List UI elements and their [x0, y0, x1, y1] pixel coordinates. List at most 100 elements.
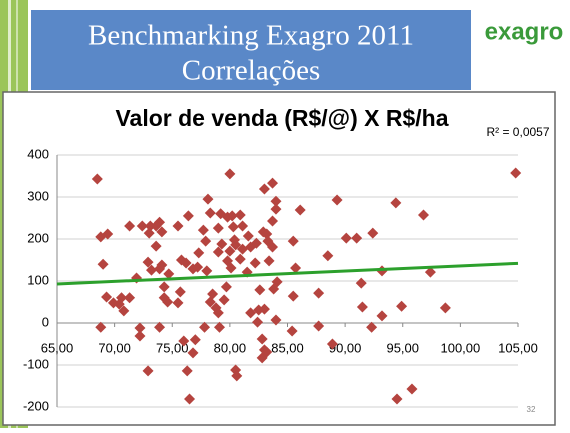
point — [250, 237, 262, 249]
y-tick-label: -100 — [23, 356, 49, 371]
point — [270, 203, 282, 215]
point — [271, 276, 283, 288]
point — [258, 303, 270, 315]
point — [184, 393, 196, 405]
point — [118, 305, 130, 317]
point — [355, 277, 367, 289]
point — [146, 264, 158, 276]
point — [294, 204, 306, 216]
point — [270, 195, 282, 207]
point — [391, 393, 403, 405]
point — [366, 321, 378, 333]
point — [376, 310, 388, 322]
point — [218, 294, 230, 306]
point — [267, 241, 279, 253]
point — [225, 262, 237, 274]
point — [189, 334, 201, 346]
title-box — [31, 10, 471, 90]
point — [192, 261, 204, 273]
point — [197, 224, 209, 236]
point — [95, 321, 107, 333]
point — [263, 255, 275, 267]
point — [424, 266, 436, 278]
y-tick-label: 400 — [27, 146, 49, 161]
point — [124, 292, 136, 304]
point — [224, 245, 236, 257]
point — [162, 296, 174, 308]
point — [290, 262, 302, 274]
x-tick-label: 105,00 — [498, 340, 538, 355]
point — [154, 216, 166, 228]
point — [134, 330, 146, 342]
x-tick-label: 65,00 — [41, 340, 74, 355]
point — [180, 257, 192, 269]
point — [212, 222, 224, 234]
point — [261, 346, 273, 358]
x-tick-label: 85,00 — [271, 340, 304, 355]
point — [181, 365, 193, 377]
point — [172, 220, 184, 232]
point — [220, 281, 232, 293]
chart-title: Valor de venda (R$/@) X R$/ha — [115, 105, 448, 131]
point — [187, 347, 199, 359]
slide-title: Correlações — [182, 55, 321, 87]
point — [245, 307, 257, 319]
y-tick-label: 300 — [27, 188, 49, 203]
point — [390, 197, 402, 209]
point — [226, 210, 238, 222]
point — [156, 259, 168, 271]
point — [267, 215, 279, 227]
point — [200, 235, 212, 247]
point — [97, 258, 109, 270]
point — [178, 335, 190, 347]
point — [163, 268, 175, 280]
point — [116, 292, 128, 304]
point — [313, 287, 325, 299]
point — [214, 321, 226, 333]
point — [227, 221, 239, 233]
point — [102, 228, 114, 240]
page-number: 32 — [527, 405, 536, 414]
point — [136, 220, 148, 232]
point — [231, 370, 243, 382]
point — [331, 194, 343, 206]
point — [322, 250, 334, 262]
x-tick-label: 95,00 — [386, 340, 419, 355]
point — [199, 321, 211, 333]
point — [182, 210, 194, 222]
point — [237, 220, 249, 232]
point — [340, 232, 352, 244]
point — [193, 247, 205, 259]
point — [201, 265, 213, 277]
point — [124, 220, 136, 232]
point — [270, 314, 282, 326]
x-tick-label: 80,00 — [214, 340, 247, 355]
x-tick-label: 75,00 — [156, 340, 189, 355]
point — [154, 321, 166, 333]
point — [156, 226, 168, 238]
point — [172, 297, 184, 309]
y-tick-label: 200 — [27, 230, 49, 245]
point — [204, 207, 216, 219]
point — [234, 253, 246, 265]
point — [406, 383, 418, 395]
y-tick-label: -200 — [23, 398, 49, 413]
point — [101, 291, 113, 303]
point — [224, 168, 236, 180]
point — [252, 316, 264, 328]
annotation: R² = 0,0057 — [486, 125, 549, 139]
point — [439, 302, 451, 314]
point — [144, 220, 156, 232]
logo: exagro — [485, 18, 564, 45]
point — [287, 235, 299, 247]
x-tick-label: 70,00 — [98, 340, 131, 355]
point — [249, 257, 261, 269]
point — [134, 322, 146, 334]
point — [143, 227, 155, 239]
point — [142, 256, 154, 268]
point — [256, 333, 268, 345]
point — [142, 365, 154, 377]
point — [351, 232, 363, 244]
